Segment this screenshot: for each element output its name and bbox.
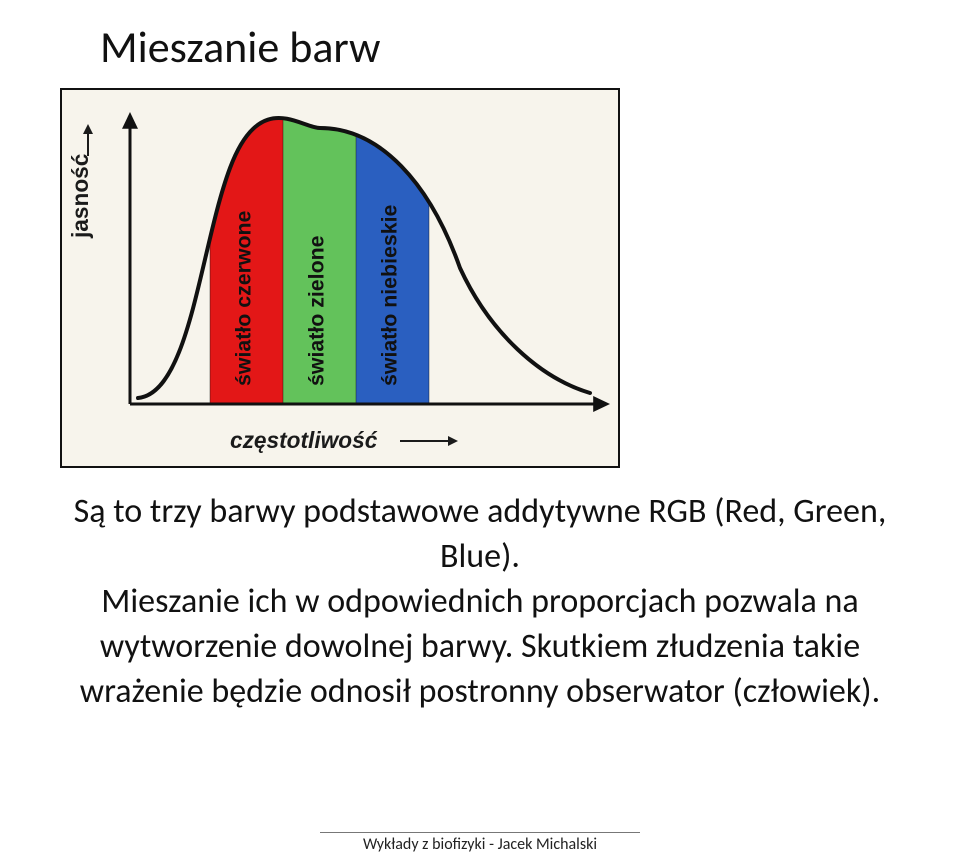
- page-title: Mieszanie barw: [40, 20, 920, 74]
- body-paragraph: Są to trzy barwy podstawowe addytywne RG…: [40, 468, 920, 714]
- footer: Wykłady z biofizyki - Jacek Michalski: [0, 832, 960, 854]
- band-label-1: światło zielone: [305, 235, 329, 386]
- band-label-2: światło niebieskie: [378, 204, 402, 386]
- bell-bands-chart: jasność częstotliwość światło czerwone świa…: [60, 88, 620, 468]
- x-axis-label: częstotliwość: [230, 427, 378, 453]
- band-label-0: światło czerwone: [232, 210, 256, 386]
- slide: Mieszanie barw jasność częstotliwość świat…: [0, 0, 960, 864]
- y-axis-label: jasność: [67, 154, 93, 239]
- footer-text: Wykłady z biofizyki - Jacek Michalski: [320, 832, 640, 854]
- chart-figure: jasność częstotliwość światło czerwone świa…: [60, 88, 620, 468]
